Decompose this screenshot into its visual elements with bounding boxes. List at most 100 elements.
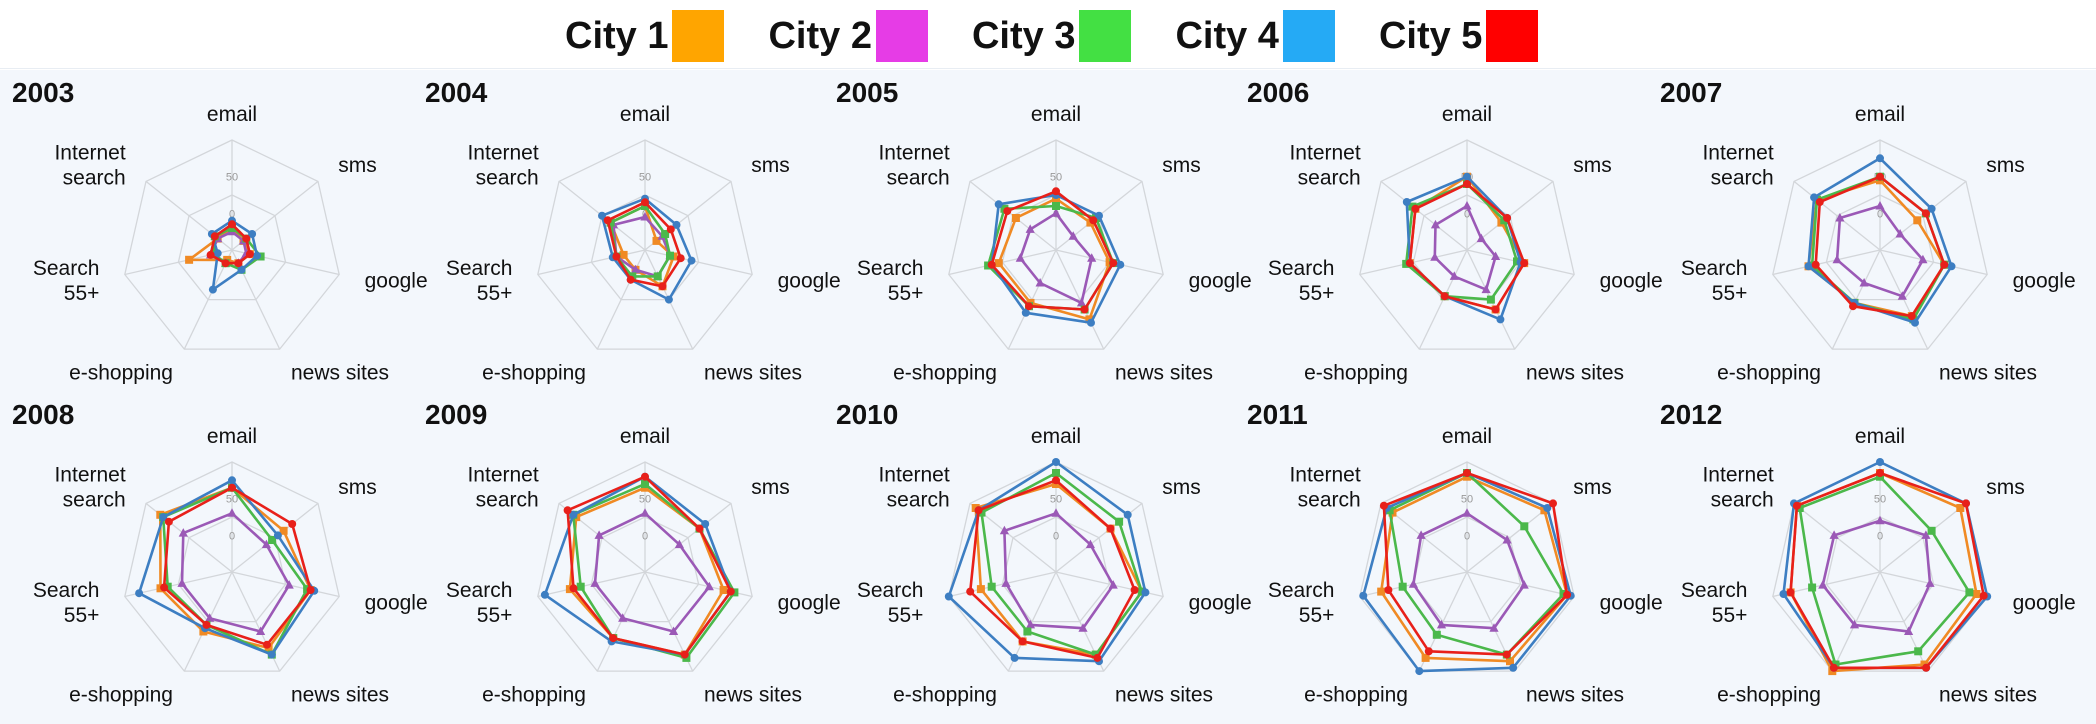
tick-label: 50: [1050, 172, 1062, 184]
series-city-2-point: [1462, 201, 1472, 210]
axis-label-line: sms: [1162, 476, 1201, 499]
axis-label-search-55: Search 55+: [33, 579, 100, 627]
tick-label: 0: [1877, 208, 1883, 220]
series-city-2-point: [1051, 508, 1061, 517]
legend-swatch: [672, 10, 725, 62]
series-city-5-point: [1405, 259, 1414, 268]
series-city-2-point: [1859, 278, 1869, 287]
radar-panel-2012: 2012 0 50 email sms google news sites e-shoppin…: [1660, 399, 2076, 707]
series-city-2-point: [1897, 291, 1907, 300]
series-city-5-point: [1502, 650, 1511, 659]
series-city-4-point: [1359, 591, 1368, 600]
series-city-1-point: [1972, 590, 1981, 598]
series-city-4-point: [1543, 504, 1552, 512]
series-city-2-point: [1068, 231, 1078, 240]
radar-panel-2011: 2011 0 50 email sms google news sites e-shoppin…: [1247, 399, 1663, 707]
series-city-1-point: [1913, 216, 1922, 225]
axis-label-google: google: [2013, 591, 2076, 614]
axis-label-line: Search: [33, 257, 100, 280]
series-city-4-point: [1876, 458, 1884, 466]
axis-label-e-shopping: e-shopping: [1304, 362, 1408, 385]
series-city-2-point: [1875, 201, 1885, 210]
series-city-5-point: [221, 259, 230, 268]
axis-label-internet-search: Internet search: [878, 464, 949, 512]
radar-panel-2003: 2003 0 50 email sms google news sites e-shoppin…: [12, 77, 428, 385]
series-city-5-point: [666, 225, 675, 234]
series-city-4-point: [1021, 308, 1030, 317]
series-city-3-point: [987, 582, 996, 591]
series-city-5-point: [987, 260, 996, 269]
series-city-4-point: [1804, 262, 1813, 271]
series-city-5-point: [1962, 499, 1970, 508]
series-city-2-point: [1519, 580, 1529, 589]
axis-label-e-shopping: e-shopping: [1304, 684, 1408, 707]
panel-year-label: 2009: [425, 399, 487, 430]
grid-spoke: [1831, 571, 1881, 672]
series-city-1-point: [1377, 587, 1386, 596]
series-city-2-point: [177, 578, 187, 587]
grid-ring: [124, 461, 340, 672]
series-city-2-point: [1832, 254, 1842, 264]
axis-label-line: 55+: [477, 282, 513, 305]
series-city-2-point: [630, 264, 641, 274]
axis-label-e-shopping: e-shopping: [1717, 684, 1821, 707]
series-city-5-point: [1876, 172, 1884, 181]
series-city-5-point: [1080, 305, 1089, 314]
axis-label-line: email: [1442, 103, 1492, 126]
grid-ring: [124, 139, 340, 350]
axis-label-news-sites: news sites: [1115, 684, 1213, 707]
series-city-5-point: [974, 506, 983, 515]
axis-label-e-shopping: e-shopping: [893, 684, 997, 707]
series-city-5-point: [609, 634, 618, 643]
axis-label-news-sites: news sites: [704, 362, 802, 385]
axis-label-line: e-shopping: [69, 362, 173, 385]
series-city-5-point: [164, 517, 173, 526]
axis-label-line: news sites: [1115, 684, 1213, 707]
series-city-1-point: [1421, 653, 1430, 662]
legend-label: City 2: [768, 14, 872, 57]
series-city-5-point: [676, 254, 685, 263]
axis-label-line: news sites: [1526, 684, 1624, 707]
series-city-2-line: [1018, 212, 1093, 305]
axis-label-email: email: [620, 103, 670, 126]
axis-label-line: search: [476, 167, 539, 190]
grid-spoke: [231, 571, 340, 598]
series-city-5-point: [1052, 476, 1060, 485]
series-city-5-point: [641, 198, 649, 207]
axis-label-line: email: [1855, 425, 1905, 448]
axis-label-email: email: [207, 425, 257, 448]
axis-label-line: Search: [33, 579, 100, 602]
axis-label-line: search: [476, 489, 539, 512]
series-city-5-point: [160, 583, 169, 592]
axis-label-line: Internet: [1289, 464, 1360, 487]
series-city-4-point: [1463, 172, 1471, 181]
radar-panel-2010: 2010 0 50 email sms google news sites e-shoppin…: [836, 399, 1252, 707]
series-city-5-line: [566, 475, 733, 656]
axis-label-line: 55+: [1712, 282, 1748, 305]
axis-label-line: Search: [1681, 579, 1748, 602]
series-city-2-point: [1849, 619, 1860, 629]
legend-swatch: [875, 10, 928, 62]
grid-ring: [1359, 139, 1575, 350]
axis-label-line: e-shopping: [893, 684, 997, 707]
series-city-5-line: [1789, 471, 1985, 670]
series-city-2-point: [1449, 271, 1459, 280]
series-city-2-point: [1430, 252, 1440, 261]
grid-ring: [948, 139, 1164, 350]
series-city-2-point: [1087, 253, 1097, 262]
axis-label-email: email: [207, 103, 257, 126]
series-city-1-point: [185, 255, 194, 264]
series-city-1-point: [1506, 657, 1514, 666]
axis-label-line: 55+: [888, 282, 924, 305]
series-city-5-point: [1379, 501, 1388, 510]
series-city-4-point: [701, 520, 710, 528]
series-city-3-point: [268, 536, 277, 544]
series-city-5-line: [1382, 471, 1569, 656]
grid-spoke: [1380, 180, 1468, 251]
series-city-2-line: [1003, 511, 1115, 630]
axis-label-line: news sites: [1939, 684, 2037, 707]
grid-ring: [1825, 516, 1935, 623]
series-city-3-point: [1052, 469, 1060, 477]
axis-label-e-shopping: e-shopping: [69, 684, 173, 707]
series-city-5-point: [1093, 653, 1102, 662]
